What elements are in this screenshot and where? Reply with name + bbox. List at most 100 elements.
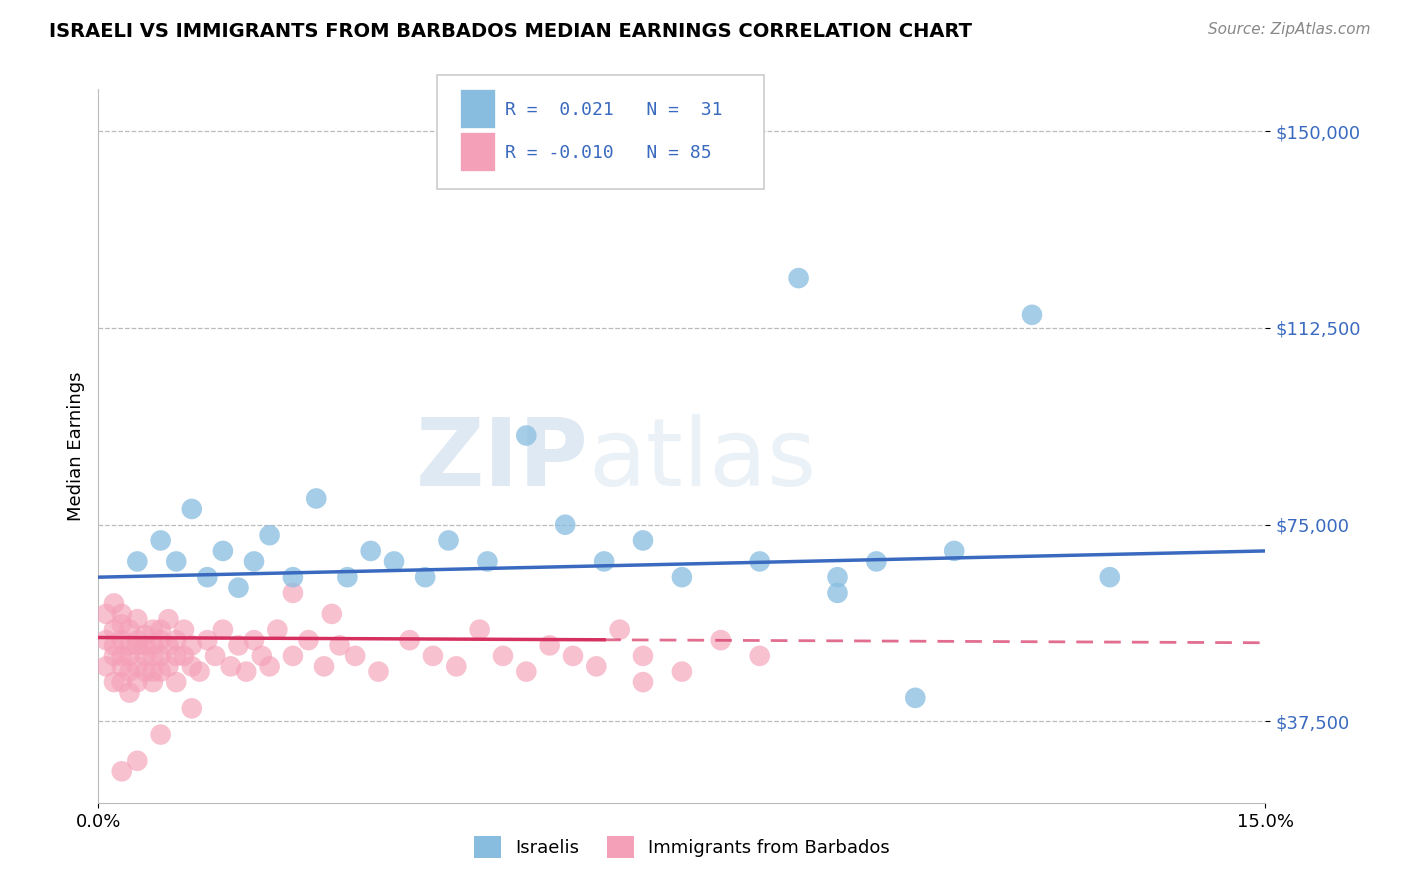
Point: [157, 639, 180, 653]
Point: [585, 659, 607, 673]
Point: [111, 764, 134, 779]
Point: [631, 533, 654, 548]
Point: [195, 633, 218, 648]
Point: [437, 533, 460, 548]
Point: [281, 570, 304, 584]
Point: [710, 633, 733, 648]
Point: [631, 648, 654, 663]
Point: [180, 502, 202, 516]
Point: [250, 648, 273, 663]
Point: [165, 633, 187, 648]
Text: atlas: atlas: [589, 414, 817, 507]
Point: [103, 639, 125, 653]
Point: [243, 554, 266, 568]
Point: [212, 623, 235, 637]
Point: [118, 648, 141, 663]
Point: [180, 639, 202, 653]
Point: [134, 665, 156, 679]
Text: Source: ZipAtlas.com: Source: ZipAtlas.com: [1208, 22, 1371, 37]
Point: [219, 659, 242, 673]
Point: [904, 690, 927, 705]
Point: [515, 428, 537, 442]
Point: [1098, 570, 1121, 584]
Point: [492, 648, 515, 663]
Point: [609, 623, 631, 637]
Point: [142, 675, 165, 690]
Point: [538, 639, 561, 653]
Point: [297, 633, 319, 648]
Point: [103, 675, 125, 690]
Point: [111, 675, 134, 690]
Point: [134, 648, 156, 663]
Point: [554, 517, 576, 532]
Point: [305, 491, 328, 506]
Point: [321, 607, 343, 621]
Point: [111, 617, 134, 632]
Point: [111, 607, 134, 621]
Point: [180, 701, 202, 715]
Point: [165, 675, 187, 690]
Point: [188, 665, 211, 679]
FancyBboxPatch shape: [460, 132, 495, 171]
Point: [477, 554, 499, 568]
Point: [134, 628, 156, 642]
Point: [134, 639, 156, 653]
Point: [118, 623, 141, 637]
Point: [235, 665, 257, 679]
Point: [142, 623, 165, 637]
Point: [173, 623, 195, 637]
Point: [127, 754, 149, 768]
Point: [367, 665, 389, 679]
Point: [344, 648, 367, 663]
Point: [312, 659, 335, 673]
Point: [413, 570, 436, 584]
Point: [118, 685, 141, 699]
Point: [631, 675, 654, 690]
Point: [422, 648, 444, 663]
Point: [149, 728, 172, 742]
Point: [515, 665, 537, 679]
Point: [127, 633, 149, 648]
Point: [142, 665, 165, 679]
Point: [281, 648, 304, 663]
Point: [259, 659, 281, 673]
Point: [149, 648, 172, 663]
Point: [593, 554, 616, 568]
Point: [204, 648, 226, 663]
Point: [336, 570, 359, 584]
Point: [360, 544, 382, 558]
Point: [398, 633, 420, 648]
FancyBboxPatch shape: [437, 75, 763, 189]
Point: [195, 570, 218, 584]
Point: [157, 612, 180, 626]
Point: [127, 554, 149, 568]
Point: [149, 665, 172, 679]
Point: [142, 648, 165, 663]
Point: [165, 554, 187, 568]
Point: [671, 570, 693, 584]
Point: [103, 623, 125, 637]
Point: [127, 675, 149, 690]
Point: [127, 659, 149, 673]
Point: [180, 659, 202, 673]
Point: [149, 633, 172, 648]
Point: [329, 639, 352, 653]
Point: [671, 665, 693, 679]
Point: [228, 639, 250, 653]
Text: ZIP: ZIP: [416, 414, 589, 507]
Point: [142, 639, 165, 653]
Point: [259, 528, 281, 542]
Point: [266, 623, 288, 637]
Point: [127, 639, 149, 653]
Legend: Israelis, Immigrants from Barbados: Israelis, Immigrants from Barbados: [474, 836, 890, 858]
Text: R =  0.021   N =  31: R = 0.021 N = 31: [505, 101, 723, 119]
Point: [382, 554, 405, 568]
Point: [103, 596, 125, 610]
Point: [281, 586, 304, 600]
Point: [468, 623, 491, 637]
Point: [149, 533, 172, 548]
Point: [787, 271, 810, 285]
Point: [827, 570, 849, 584]
Point: [118, 639, 141, 653]
Point: [111, 648, 134, 663]
